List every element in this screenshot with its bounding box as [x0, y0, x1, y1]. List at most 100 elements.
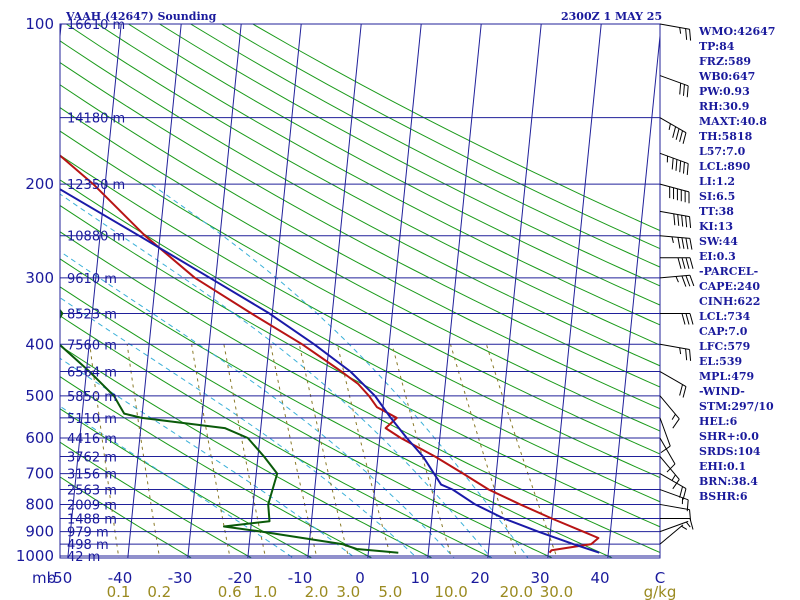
wind-barb-feather	[681, 257, 686, 269]
wind-barb-half-feather	[681, 525, 688, 530]
moist-adiabat	[60, 357, 356, 558]
temperature-tick-label: -50	[48, 569, 73, 587]
wind-barb-feather	[682, 132, 687, 144]
wind-barb-staff	[659, 23, 690, 30]
height-label: 8523 m	[67, 307, 117, 322]
dry-adiabat	[60, 107, 660, 432]
wind-barb	[659, 524, 688, 545]
index-item: BRN:38.4	[699, 475, 758, 488]
mixing-ratio-line	[191, 344, 231, 558]
height-label: 5110 m	[67, 412, 117, 427]
wind-barb	[659, 395, 680, 429]
index-item: TT:38	[699, 205, 734, 218]
pressure-tick-label: 400	[25, 335, 54, 353]
dry-adiabat	[60, 40, 660, 367]
wind-barb-half-feather	[679, 27, 682, 34]
dry-adiabat	[159, 24, 660, 287]
wind-barb	[659, 417, 671, 454]
wind-barb	[659, 152, 689, 175]
chart-time: 2300Z 1 MAY 25	[561, 10, 662, 23]
mixing-ratio-line	[485, 344, 558, 558]
index-item: LI:1.2	[699, 175, 736, 188]
wind-barb-feather	[685, 275, 691, 287]
height-label: 498 m	[67, 538, 109, 553]
wind-barb	[659, 210, 692, 228]
dry-adiabat	[60, 286, 554, 558]
wind-barb-feather	[689, 518, 694, 530]
wind-barb-staff	[659, 524, 684, 545]
wind-barb-feather	[686, 163, 689, 175]
grid-layer	[60, 24, 660, 558]
height-label: 14180 m	[67, 112, 125, 127]
wind-barb-staff	[659, 371, 687, 387]
height-label: 979 m	[67, 526, 109, 541]
height-label: 3762 m	[67, 450, 117, 465]
index-item: HEL:6	[699, 415, 738, 428]
wind-barb-feather	[677, 237, 681, 249]
wind-barb-feather	[681, 275, 687, 287]
height-label: 1488 m	[67, 512, 117, 527]
wind-barb	[659, 117, 687, 144]
wind-barb-feather	[682, 84, 685, 96]
index-item: SW:44	[699, 235, 738, 248]
index-item: FRZ:589	[699, 55, 752, 68]
wind-barb-staff	[659, 210, 690, 218]
isotherm	[367, 24, 422, 558]
wind-barb-feather	[689, 275, 695, 287]
wind-barb	[659, 489, 689, 512]
height-label: 6564 m	[67, 366, 117, 381]
height-label: 42 m	[67, 550, 100, 565]
wind-barb-feather	[685, 313, 690, 325]
wind-barb-feather	[681, 313, 686, 325]
wind-barb-feather	[689, 313, 694, 325]
dry-adiabat	[128, 24, 660, 306]
isotherm	[307, 24, 362, 558]
index-item: LFC:579	[699, 340, 751, 353]
pressure-tick-label: 600	[25, 429, 54, 447]
wind-barb-half-feather	[679, 347, 682, 355]
series-layer	[60, 154, 600, 554]
index-item: -PARCEL-	[699, 265, 759, 278]
index-item: L57:7.0	[699, 145, 746, 158]
index-item: TP:84	[699, 40, 735, 53]
wind-barb	[660, 312, 694, 325]
wind-barb-staff	[659, 503, 690, 511]
wind-barb-feather	[666, 463, 676, 473]
index-item: STM:297/10	[699, 400, 774, 413]
dry-adiabat	[60, 84, 660, 410]
height-label: 7560 m	[67, 338, 117, 353]
mixing-ratio-line	[450, 344, 518, 558]
mixing-ratio-tick-label: 1.0	[253, 583, 277, 600]
wind-barb-staff	[659, 417, 671, 447]
wind-barb-feather	[689, 29, 692, 41]
height-label: 3156 m	[67, 468, 117, 483]
wind-barb-feather	[675, 128, 680, 140]
wind-barb	[660, 257, 694, 269]
mixing-ratio-line	[89, 344, 120, 558]
wind-barb-feather	[685, 257, 690, 269]
mixing-ratio-tick-label: 0.6	[218, 583, 242, 600]
wind-barb-half-feather	[671, 474, 676, 481]
wind-barb-staff	[659, 343, 690, 350]
index-item: TH:5818	[699, 130, 753, 143]
wind-barb-feather	[685, 28, 688, 40]
index-item: KI:13	[699, 220, 734, 233]
moist-adiabat	[60, 250, 455, 558]
index-item: SRDS:104	[699, 445, 761, 458]
mixing-ratio-tick-label: 5.0	[378, 583, 402, 600]
temperature-tick-label: 30	[530, 569, 549, 587]
index-item: -WIND-	[699, 385, 745, 398]
index-item: MAXT:40.8	[699, 115, 767, 128]
wind-barb-feather	[686, 85, 689, 98]
index-item: SI:6.5	[699, 190, 736, 203]
temperature-tick-label: C	[655, 569, 665, 587]
temperature-profile	[60, 154, 600, 554]
wind-barb-half-feather	[671, 413, 676, 420]
temperature-tick-label: -30	[168, 569, 193, 587]
wind-barb-staff	[659, 456, 680, 480]
wind-barb	[659, 473, 687, 500]
temperature-tick-label: 40	[590, 569, 609, 587]
index-item: CAPE:240	[699, 280, 760, 293]
pressure-tick-label: 700	[25, 465, 54, 483]
mixing-ratio-line	[126, 344, 161, 558]
